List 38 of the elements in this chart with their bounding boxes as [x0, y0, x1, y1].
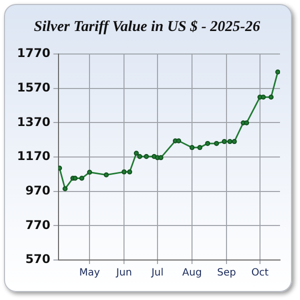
point	[232, 139, 237, 144]
x-tick-label: Jun	[115, 268, 132, 279]
point	[214, 140, 220, 146]
chart-title: Silver Tariff Value in US $ - 2025-26	[34, 18, 261, 35]
point	[190, 145, 195, 150]
point	[222, 139, 227, 144]
x-tick-label: Oct	[251, 268, 269, 279]
point	[275, 70, 280, 75]
x-tick-label: Jul	[150, 268, 164, 279]
x-tick-label: Sep	[217, 268, 236, 279]
y-tick-label: 970	[25, 183, 50, 198]
point	[122, 169, 127, 174]
point	[197, 145, 202, 150]
y-tick-label: 1770	[16, 46, 50, 60]
point	[87, 170, 92, 175]
point	[58, 166, 62, 171]
point	[72, 176, 78, 181]
y-tick-label: 770	[25, 218, 50, 232]
point	[144, 154, 149, 159]
point	[104, 172, 109, 178]
point	[134, 150, 139, 156]
point	[176, 138, 182, 144]
point	[127, 169, 132, 174]
point	[227, 139, 232, 144]
x-tick-label: May	[79, 268, 100, 279]
y-tick-label: 1170	[16, 149, 50, 164]
point	[62, 186, 68, 192]
point	[79, 176, 84, 181]
y-tick-label: 1370	[16, 114, 50, 129]
point	[137, 154, 142, 159]
point	[260, 94, 266, 100]
point	[158, 155, 164, 160]
point	[244, 120, 250, 126]
y-tick-label: 1570	[16, 80, 50, 94]
x-tick-label: Aug	[182, 268, 202, 279]
point	[268, 94, 274, 100]
point	[205, 140, 210, 146]
y-tick-label: 570	[25, 252, 50, 266]
